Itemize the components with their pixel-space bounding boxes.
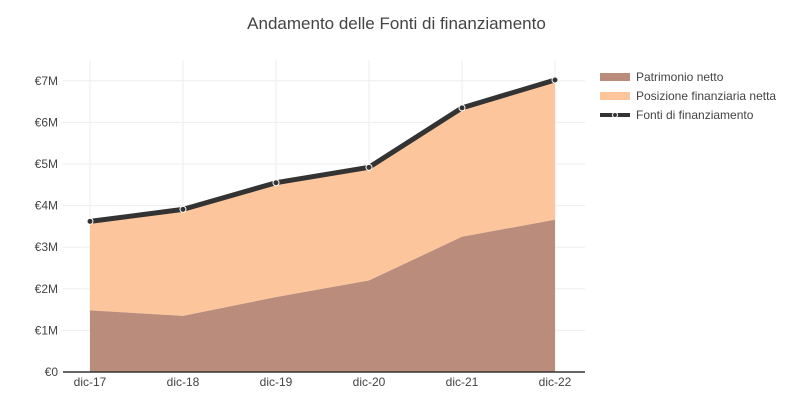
legend-label-patrimonio: Patrimonio netto <box>636 69 724 84</box>
legend-swatch-fonti <box>600 111 630 119</box>
x-tick-label: dic-22 <box>539 375 572 389</box>
y-tick-label: €2M <box>35 282 58 296</box>
line-fonti-di-finanziamento[interactable] <box>89 77 556 224</box>
area-posizione-finanziaria-netta[interactable] <box>90 79 555 316</box>
y-tick-label: €1M <box>35 323 58 337</box>
y-tick-label: €0 <box>45 365 59 379</box>
legend-item-posizione[interactable]: Posizione finanziaria netta <box>600 86 776 105</box>
area-patrimonio-netto[interactable] <box>90 219 555 372</box>
line-point[interactable] <box>86 217 94 225</box>
y-tick-label: €4M <box>35 199 58 213</box>
line-point[interactable] <box>551 76 559 84</box>
legend-label-fonti: Fonti di finanziamento <box>636 107 754 122</box>
line-layer <box>86 76 559 225</box>
legend-swatch-posizione <box>600 91 630 100</box>
x-tick-label: dic-17 <box>74 375 107 389</box>
legend-item-fonti[interactable]: Fonti di finanziamento <box>600 105 776 124</box>
x-tick-label: dic-19 <box>260 375 293 389</box>
legend[interactable]: Patrimonio netto Posizione finanziaria n… <box>600 67 776 124</box>
y-tick-label: €3M <box>35 240 58 254</box>
line-point[interactable] <box>179 205 187 213</box>
y-tick-label: €7M <box>35 74 58 88</box>
legend-item-patrimonio[interactable]: Patrimonio netto <box>600 67 776 86</box>
x-tick-label: dic-21 <box>446 375 479 389</box>
legend-label-posizione: Posizione finanziaria netta <box>636 88 777 103</box>
y-tick-label: €5M <box>35 157 58 171</box>
legend-swatch-patrimonio <box>600 72 630 81</box>
line-point[interactable] <box>272 179 280 187</box>
axis-layer: €0 €1M €2M €3M €4M €5M €6M €7M dic-17 dic-18 dic-1… <box>35 74 585 389</box>
x-tick-label: dic-18 <box>167 375 200 389</box>
y-tick-label: €6M <box>35 115 58 129</box>
area-layer <box>90 79 555 372</box>
line-point[interactable] <box>458 104 466 112</box>
chart-title: Andamento delle Fonti di finanziamento <box>247 14 546 33</box>
line-point[interactable] <box>365 163 373 171</box>
x-tick-label: dic-20 <box>353 375 386 389</box>
